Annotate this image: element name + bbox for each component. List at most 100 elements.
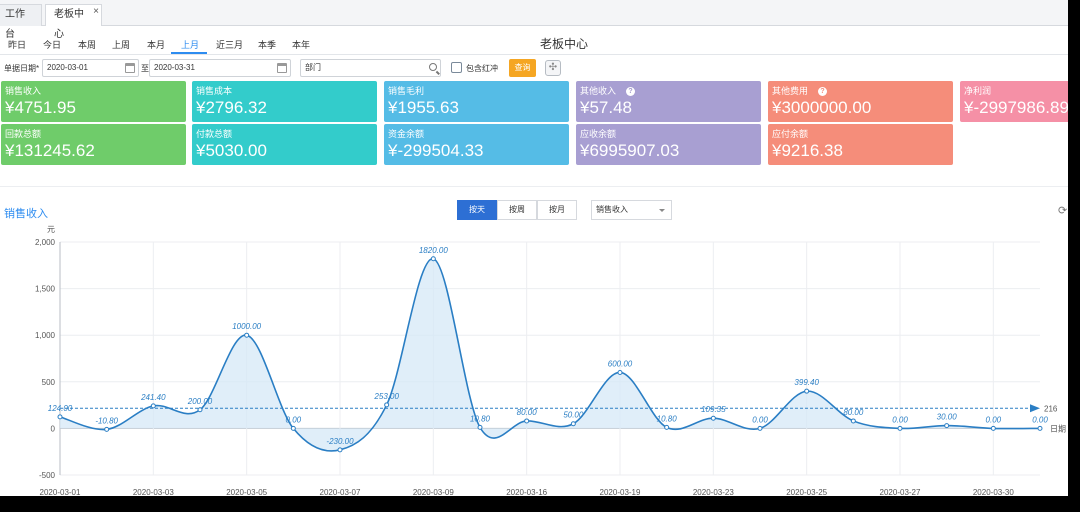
average-line-label: 216 — [1044, 404, 1058, 413]
data-point — [944, 423, 950, 429]
data-label: 50.00 — [563, 411, 584, 420]
data-label: 600.00 — [608, 359, 633, 368]
card-net-profit[interactable]: 净利润 ¥-2997986.89 — [960, 81, 1068, 122]
period-last-three-months[interactable]: 近三月 — [216, 40, 244, 50]
card-label: 应付余额 — [772, 129, 809, 139]
data-label: 0.00 — [1032, 415, 1048, 424]
card-fund-balance[interactable]: 资金余额 ¥-299504.33 — [384, 124, 569, 165]
metric-select[interactable]: 销售收入 — [591, 200, 672, 220]
toggle-by-month[interactable]: 按月 — [537, 200, 577, 220]
card-payable-balance[interactable]: 应付余额 ¥9216.38 — [768, 124, 953, 165]
card-sales-revenue[interactable]: 销售收入 ¥4751.95 — [1, 81, 186, 122]
period-this-week[interactable]: 本周 — [78, 40, 97, 50]
average-arrow — [1030, 404, 1040, 413]
data-point — [104, 426, 110, 432]
card-label: 其他费用? — [772, 84, 828, 97]
period-today[interactable]: 今日 — [43, 40, 62, 50]
card-sales-cost[interactable]: 销售成本 ¥2796.32 — [192, 81, 377, 122]
search-icon[interactable] — [429, 63, 437, 71]
x-tick-label: 2020-03-27 — [880, 488, 921, 496]
y-tick-label: 1,500 — [35, 285, 56, 294]
card-value: ¥6995907.03 — [580, 141, 680, 160]
card-value: ¥57.48 — [580, 98, 632, 117]
end-date-input[interactable]: 2020-03-31 — [149, 59, 291, 77]
card-total-payments[interactable]: 付款总额 ¥5030.00 — [192, 124, 377, 165]
card-label: 销售毛利 — [388, 86, 425, 96]
date-separator: 至 — [141, 64, 149, 73]
start-date-input[interactable]: 2020-03-01 — [42, 59, 139, 77]
page-title: 老板中心 — [540, 37, 589, 51]
toggle-by-week[interactable]: 按周 — [497, 200, 537, 220]
x-tick-label: 2020-03-03 — [133, 488, 174, 496]
metric-select-value: 销售收入 — [596, 205, 628, 214]
data-label: 30.00 — [937, 413, 958, 422]
query-button[interactable]: 查询 — [509, 59, 536, 77]
period-this-month[interactable]: 本月 — [147, 40, 166, 50]
card-gross-profit[interactable]: 销售毛利 ¥1955.63 — [384, 81, 569, 122]
data-label: 0.00 — [286, 415, 302, 424]
close-icon[interactable]: × — [93, 6, 99, 17]
department-input[interactable]: 部门 — [300, 59, 441, 77]
data-point — [850, 418, 856, 424]
help-icon[interactable]: ? — [626, 87, 636, 97]
card-total-receipts[interactable]: 回款总额 ¥131245.62 — [1, 124, 186, 165]
include-red-checkbox[interactable] — [451, 62, 462, 73]
card-value: ¥-2997986.89 — [964, 98, 1068, 117]
data-label: -10.80 — [95, 416, 118, 425]
tab-workbench[interactable]: 工作台 — [0, 4, 42, 40]
active-period-indicator — [171, 52, 207, 54]
data-point — [150, 403, 156, 409]
period-last-month[interactable]: 上月 — [181, 40, 200, 50]
calendar-icon[interactable] — [125, 63, 135, 73]
chart-section-title: 销售收入 — [4, 208, 48, 220]
data-label: 399.40 — [794, 378, 819, 387]
calendar-icon[interactable] — [277, 63, 287, 73]
card-value: ¥1955.63 — [388, 98, 459, 117]
card-label: 资金余额 — [388, 129, 425, 139]
toggle-by-day[interactable]: 按天 — [457, 200, 497, 220]
department-placeholder: 部门 — [305, 63, 321, 72]
data-point — [570, 421, 576, 427]
x-tick-label: 2020-03-09 — [413, 488, 454, 496]
period-this-year[interactable]: 本年 — [292, 40, 311, 50]
data-label: 1820.00 — [419, 246, 448, 255]
data-point — [664, 424, 670, 430]
tab-bar: 工作台 老板中心 × — [0, 0, 1068, 40]
card-label-text: 其他费用 — [772, 86, 809, 96]
period-last-week[interactable]: 上周 — [112, 40, 131, 50]
help-icon[interactable]: ? — [818, 87, 828, 97]
x-tick-label: 2020-03-07 — [320, 488, 361, 496]
card-other-income[interactable]: 其他收入? ¥57.48 — [576, 81, 761, 122]
card-label: 销售收入 — [5, 86, 42, 96]
data-point — [244, 332, 250, 338]
refresh-icon[interactable]: ⟳ — [1058, 205, 1068, 217]
x-axis-label: 日期 — [1050, 424, 1066, 433]
data-label: -230.00 — [326, 437, 354, 446]
card-label: 销售成本 — [196, 86, 233, 96]
end-date-value: 2020-03-31 — [154, 63, 195, 72]
data-label: 109.35 — [701, 405, 726, 414]
y-tick-label: -500 — [39, 471, 56, 480]
period-yesterday[interactable]: 昨日 — [8, 40, 27, 50]
card-label: 净利润 — [964, 86, 992, 96]
x-tick-label: 2020-03-16 — [506, 488, 547, 496]
card-label: 应收余额 — [580, 129, 617, 139]
y-tick-label: 500 — [42, 378, 56, 387]
period-this-quarter[interactable]: 本季 — [258, 40, 277, 50]
y-tick-label: 2,000 — [35, 238, 56, 247]
settings-icon[interactable]: ✣ — [545, 60, 561, 76]
tab-boss-center[interactable]: 老板中心 × — [45, 4, 102, 40]
card-other-expenses[interactable]: 其他费用? ¥3000000.00 — [768, 81, 953, 122]
card-label: 付款总额 — [196, 129, 233, 139]
x-tick-label: 2020-03-19 — [600, 488, 641, 496]
data-point — [710, 415, 716, 421]
data-label: 10.80 — [470, 414, 491, 423]
card-receivable-balance[interactable]: 应收余额 ¥6995907.03 — [576, 124, 761, 165]
data-label: 10.80 — [657, 414, 678, 423]
card-value: ¥5030.00 — [196, 141, 267, 160]
series-area — [60, 258, 1040, 451]
x-tick-label: 2020-03-05 — [226, 488, 267, 496]
divider — [0, 54, 1068, 55]
card-value: ¥4751.95 — [5, 98, 76, 117]
card-value: ¥2796.32 — [196, 98, 267, 117]
